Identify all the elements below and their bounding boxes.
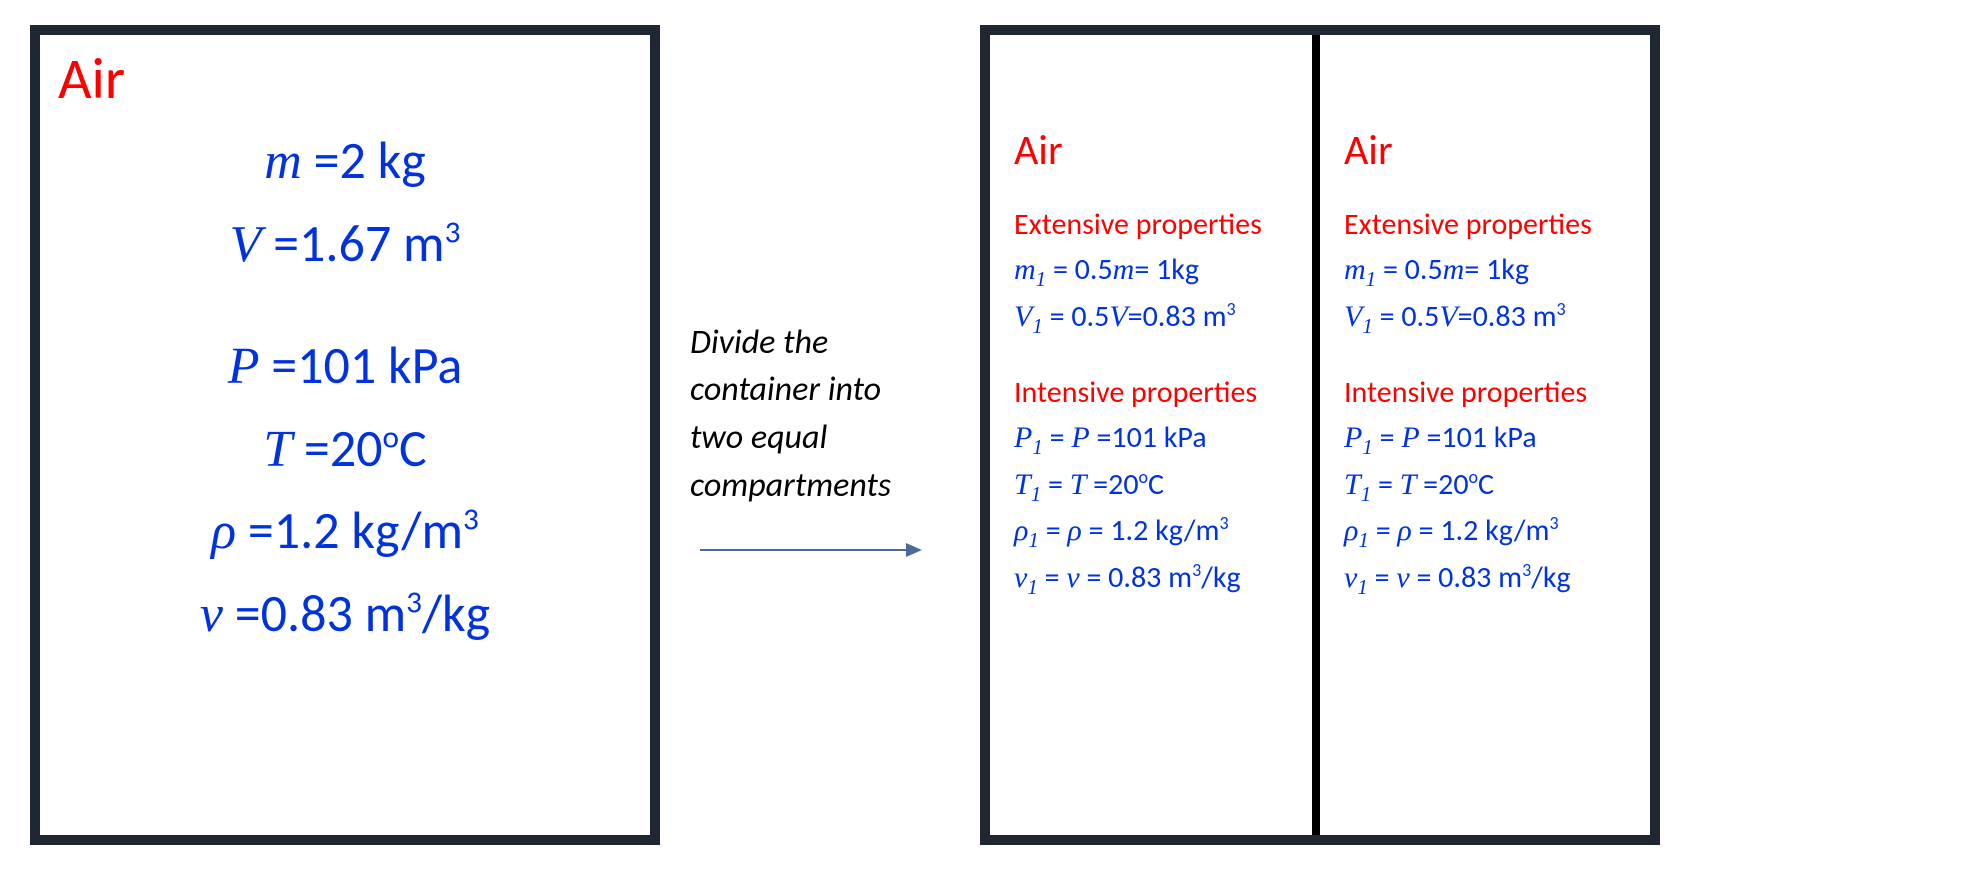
temperature-line: T1 = T =20oC	[1344, 462, 1632, 509]
density-unit-sup: 3	[463, 501, 479, 539]
volume-value: 1.67	[299, 211, 391, 275]
temperature-symbol: T	[263, 421, 292, 478]
specvol-value: 0.83	[261, 581, 353, 645]
volume-line: V =1.67 m3	[40, 203, 650, 286]
density-line: ρ1 = ρ = 1.2 kg/m3	[1344, 508, 1632, 555]
mass-symbol: m	[264, 133, 302, 190]
density-symbol: ρ	[211, 503, 236, 560]
mass-line: m1 = 0.5m= 1kg	[1014, 247, 1294, 294]
specvol-line: v1 = v = 0.83 m3/kg	[1014, 555, 1294, 602]
volume-line: V1 = 0.5V=0.83 m3	[1344, 294, 1632, 341]
specvol-line: v =0.83 m3/kg	[40, 573, 650, 656]
specvol-unit-sup: 3	[406, 584, 422, 622]
intensive-group: P =101 kPa T =20oC ρ =1.2 kg/m3 v =0.83 …	[40, 325, 650, 655]
temperature-line: T1 = T =20oC	[1014, 462, 1294, 509]
compartment-1: Air Extensive properties m1 = 0.5m= 1kgV1 …	[990, 35, 1320, 835]
air-label-comp-2: Air	[1344, 125, 1632, 176]
pressure-line: P1 = P =101 kPa	[1344, 415, 1632, 462]
volume-symbol: V	[230, 216, 262, 273]
pressure-line: P =101 kPa	[40, 325, 650, 408]
caption-line-1: Divide the	[690, 319, 960, 367]
pressure-value: 101	[297, 333, 376, 397]
specvol-symbol: v	[200, 586, 223, 643]
temperature-line: T =20oC	[40, 408, 650, 491]
original-container-box: Air m =2 kg V =1.67 m3 P =101 kPa T =20o…	[30, 25, 660, 845]
caption-line-2: container into	[690, 366, 960, 414]
caption-line-4: compartments	[690, 462, 960, 510]
specvol-suffix: /kg	[422, 581, 490, 645]
specvol-line: v1 = v = 0.83 m3/kg	[1344, 555, 1632, 602]
middle-section: Divide the container into two equal comp…	[690, 319, 960, 551]
temperature-unit-sup: o	[383, 418, 399, 456]
diagram-container: Air m =2 kg V =1.67 m3 P =101 kPa T =20o…	[0, 0, 1972, 870]
density-unit: kg/m	[351, 498, 463, 562]
air-label-left: Air	[58, 43, 125, 114]
mass-value: 2	[339, 128, 365, 192]
volume-unit-sup: 3	[445, 213, 461, 251]
density-line: ρ1 = ρ = 1.2 kg/m3	[1014, 508, 1294, 555]
intensive-heading: Intensive properties	[1014, 374, 1294, 411]
arrow-icon	[700, 549, 920, 551]
specvol-unit: m	[365, 581, 407, 645]
temperature-value: 20	[330, 416, 383, 480]
temperature-unit: C	[399, 416, 427, 480]
density-line: ρ =1.2 kg/m3	[40, 490, 650, 573]
caption-line-3: two equal	[690, 414, 960, 462]
extensive-group: m =2 kg V =1.67 m3	[40, 120, 650, 285]
volume-line: V1 = 0.5V=0.83 m3	[1014, 294, 1294, 341]
original-properties: m =2 kg V =1.67 m3 P =101 kPa T =20oC ρ …	[40, 35, 650, 656]
density-value: 1.2	[274, 498, 340, 562]
volume-unit: m	[403, 211, 445, 275]
pressure-symbol: P	[228, 338, 260, 395]
mass-line: m1 = 0.5m= 1kg	[1344, 247, 1632, 294]
divide-caption: Divide the container into two equal comp…	[690, 319, 960, 509]
extensive-heading: Extensive properties	[1344, 206, 1632, 243]
pressure-unit: kPa	[388, 333, 462, 397]
intensive-heading: Intensive properties	[1344, 374, 1632, 411]
mass-line: m =2 kg	[40, 120, 650, 203]
air-label-comp-1: Air	[1014, 125, 1294, 176]
divided-container-box: AirExtensive propertiesm1 = 0.5m= 1kgV1 …	[980, 25, 1660, 845]
mass-unit: kg	[378, 128, 426, 192]
compartment-2: Air Extensive properties m1 = 0.5m= 1kgV1 …	[1320, 35, 1650, 835]
pressure-line: P1 = P =101 kPa	[1014, 415, 1294, 462]
extensive-heading: Extensive properties	[1014, 206, 1294, 243]
